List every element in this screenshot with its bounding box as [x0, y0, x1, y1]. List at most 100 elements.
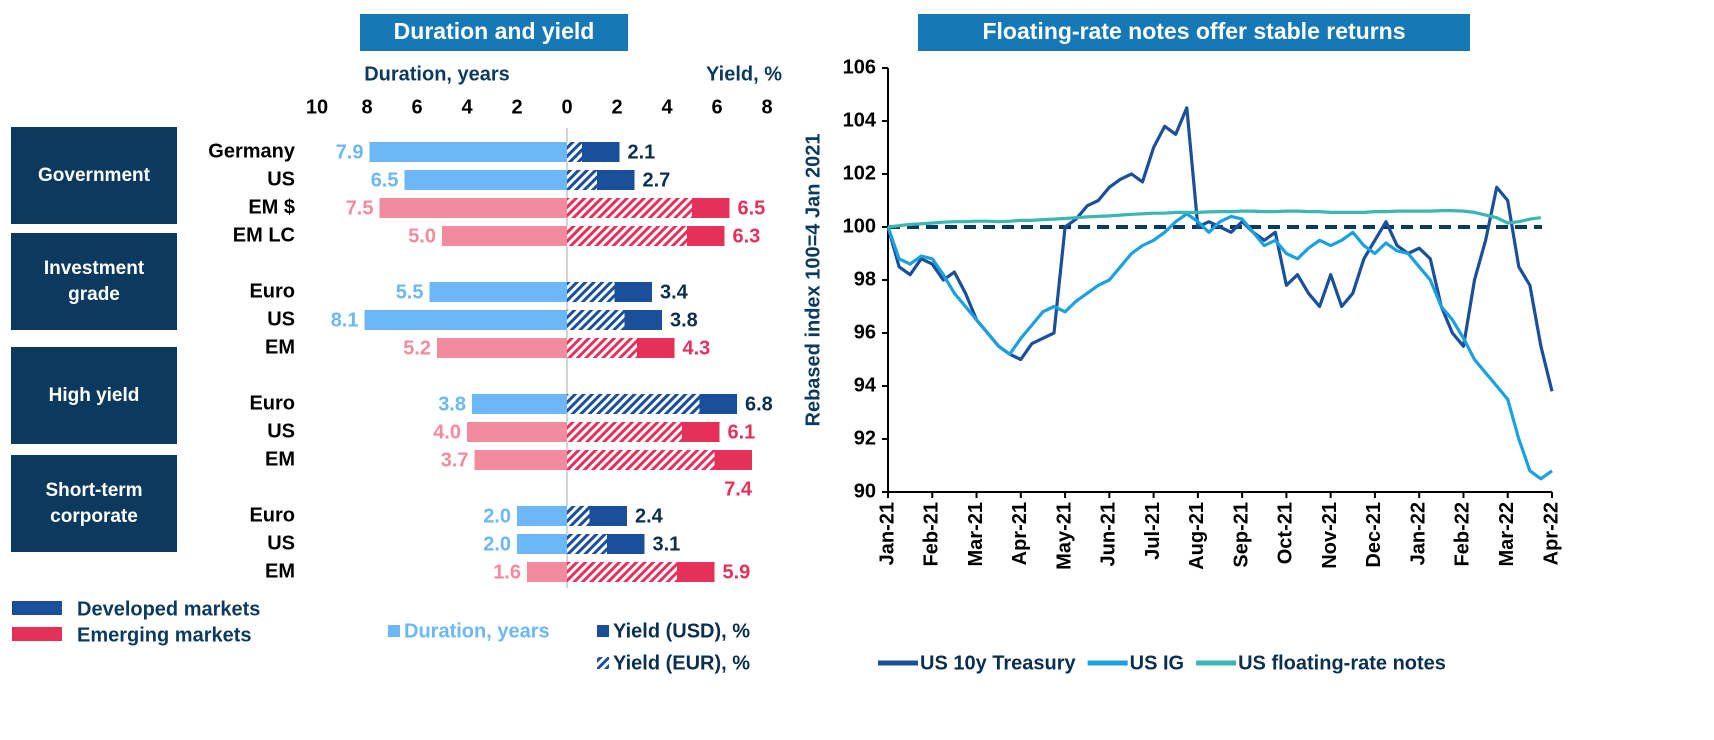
duration-value-label: 1.6	[493, 561, 521, 583]
duration-bar	[467, 422, 567, 442]
y-tick-label: 92	[854, 427, 876, 449]
group-box: High yield	[11, 347, 177, 444]
category-label: EM $	[248, 196, 295, 218]
duration-tick-label: 0	[561, 96, 572, 118]
y-tick-label: 106	[843, 56, 876, 78]
yield-eur-bar	[567, 562, 677, 582]
category-label: US	[267, 532, 295, 554]
y-tick-label: 102	[843, 162, 876, 184]
series-line	[887, 209, 1542, 229]
yield-eur-bar	[567, 394, 700, 414]
right-title: Floating-rate notes offer stable returns	[982, 18, 1405, 44]
duration-bar	[527, 562, 567, 582]
market-legend-swatch	[12, 627, 62, 641]
y-tick-label: 98	[854, 268, 876, 290]
legend-label: US IG	[1130, 652, 1184, 674]
duration-value-label: 3.7	[441, 449, 469, 471]
yield-eur-bar	[567, 198, 692, 218]
group-box: Government	[11, 127, 177, 224]
y-axis-label: Rebased index 100=4 Jan 2021	[802, 134, 824, 427]
category-label: Germany	[208, 140, 296, 162]
y-tick-label: 96	[854, 321, 876, 343]
x-tick-label: Mar-21	[965, 502, 987, 566]
category-label: EM	[265, 560, 295, 582]
yield-value-label: 6.3	[733, 225, 761, 247]
duration-value-label: 7.5	[346, 197, 374, 219]
yield-value-label: 6.1	[728, 421, 756, 443]
duration-axis-label: Duration, years	[364, 63, 510, 85]
category-label: Euro	[249, 280, 295, 302]
duration-value-label: 4.0	[433, 421, 461, 443]
series-legend-swatch	[388, 625, 400, 637]
series-legend-swatch	[597, 657, 609, 669]
duration-value-label: 5.2	[403, 337, 431, 359]
x-tick-label: Feb-22	[1452, 502, 1474, 566]
yield-tick-label: 6	[711, 96, 722, 118]
left-title-box	[360, 14, 628, 51]
yield-eur-bar	[567, 506, 590, 526]
yield-tick-label: 2	[611, 96, 622, 118]
duration-tick-label: 10	[306, 96, 328, 118]
group-box: Short-term corporate	[11, 455, 177, 552]
duration-bar	[404, 170, 567, 190]
yield-value-label: 3.8	[670, 309, 698, 331]
yield-tick-label: 4	[661, 96, 673, 118]
x-tick-label: Apr-22	[1540, 502, 1562, 565]
duration-bar	[379, 198, 567, 218]
x-tick-label: Jun-21	[1098, 502, 1120, 566]
series-legend-label: Yield (EUR), %	[613, 652, 750, 674]
right-title-box	[918, 14, 1470, 51]
market-legend-label: Emerging markets	[77, 624, 252, 646]
series-legend-swatch	[597, 625, 609, 637]
x-tick-label: Dec-21	[1363, 502, 1385, 568]
duration-value-label: 2.0	[483, 505, 511, 527]
x-tick-label: Oct-21	[1275, 502, 1297, 564]
yield-value-label: 5.9	[723, 561, 751, 583]
yield-value-label: 2.7	[643, 169, 671, 191]
yield-eur-bar	[567, 282, 615, 302]
category-label: US	[267, 420, 295, 442]
series-line	[886, 106, 1554, 392]
legend-label: US floating-rate notes	[1238, 652, 1446, 674]
duration-tick-label: 6	[411, 96, 422, 118]
duration-value-label: 2.0	[483, 533, 511, 555]
yield-eur-bar	[567, 534, 607, 554]
category-label: Euro	[249, 392, 295, 414]
category-label: EM	[265, 448, 295, 470]
series-legend-label: Yield (USD), %	[613, 620, 750, 642]
category-label: US	[267, 308, 295, 330]
yield-eur-bar	[567, 422, 682, 442]
duration-tick-label: 2	[511, 96, 522, 118]
duration-bar	[517, 534, 567, 554]
yield-eur-bar	[567, 170, 597, 190]
yield-eur-bar	[567, 142, 582, 162]
left-title: Duration and yield	[394, 18, 595, 44]
yield-value-label: 7.4	[724, 478, 753, 500]
duration-bar	[442, 226, 567, 246]
series-legend-label: Duration, years	[404, 620, 550, 642]
yield-tick-label: 8	[761, 96, 772, 118]
legend-label: US 10y Treasury	[920, 652, 1077, 674]
yield-value-label: 2.1	[628, 141, 656, 163]
yield-axis-label: Yield, %	[706, 63, 782, 85]
yield-value-label: 2.4	[635, 505, 664, 527]
duration-value-label: 3.8	[438, 393, 466, 415]
series-line	[886, 212, 1553, 481]
x-tick-label: Apr-21	[1009, 502, 1031, 565]
duration-bar	[364, 310, 567, 330]
y-tick-label: 90	[854, 480, 876, 502]
yield-value-label: 4.3	[683, 337, 711, 359]
duration-bar	[517, 506, 567, 526]
x-tick-label: Feb-21	[921, 502, 943, 566]
x-tick-label: Mar-22	[1496, 502, 1518, 566]
duration-value-label: 5.5	[396, 281, 424, 303]
x-tick-label: May-21	[1053, 502, 1075, 570]
y-tick-label: 94	[854, 374, 877, 396]
yield-eur-bar	[567, 450, 715, 470]
x-tick-label: Sep-21	[1230, 502, 1252, 568]
duration-tick-label: 8	[361, 96, 372, 118]
duration-bar	[437, 338, 567, 358]
x-tick-label: Aug-21	[1186, 502, 1208, 570]
